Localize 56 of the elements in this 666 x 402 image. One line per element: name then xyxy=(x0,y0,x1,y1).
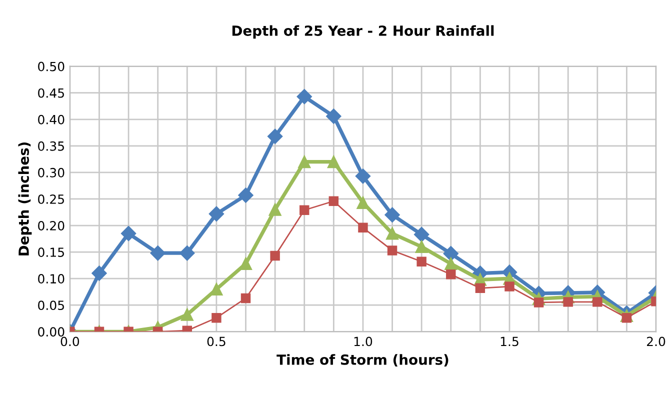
point xyxy=(240,257,252,270)
point xyxy=(415,240,428,253)
point xyxy=(414,226,430,242)
y-tick-label: 0.15 xyxy=(38,248,64,257)
point xyxy=(150,246,166,261)
point xyxy=(180,246,195,261)
y-tick-label: 0.20 xyxy=(38,220,64,230)
y-tick-label: 0.50 xyxy=(38,62,64,72)
point xyxy=(296,89,312,104)
y-tick-label: 0.35 xyxy=(38,141,64,151)
point xyxy=(212,312,222,323)
x-axis-title: Time of Storm (hours) xyxy=(276,354,448,367)
y-tick-label: 0.45 xyxy=(38,88,64,98)
point xyxy=(444,257,458,270)
point xyxy=(268,203,282,216)
y-tick-label: 0.10 xyxy=(38,274,64,284)
point xyxy=(120,226,136,242)
point xyxy=(92,266,107,281)
point xyxy=(504,282,514,292)
y-tick-label: 0.00 xyxy=(38,327,64,337)
point xyxy=(386,227,399,240)
x-tick-label: 0.5 xyxy=(207,336,226,346)
x-tick-label: 1.5 xyxy=(500,336,518,346)
point xyxy=(300,205,310,215)
point xyxy=(355,168,371,184)
point xyxy=(592,297,602,307)
x-tick-label: 1.0 xyxy=(354,336,372,346)
point xyxy=(326,108,342,124)
point xyxy=(327,156,340,168)
y-axis-title: Depth (inches) xyxy=(18,142,32,256)
point xyxy=(446,269,456,280)
point xyxy=(180,308,194,321)
point xyxy=(563,297,573,307)
point xyxy=(208,206,224,222)
point xyxy=(416,256,426,266)
point xyxy=(267,128,283,144)
y-tick-label: 0.30 xyxy=(38,168,64,178)
point xyxy=(387,246,398,256)
point xyxy=(356,196,370,209)
x-tick-label: 2.0 xyxy=(646,336,666,346)
chart-title: Depth of 25 Year - 2 Hour Rainfall xyxy=(232,25,494,39)
point xyxy=(475,283,486,293)
point xyxy=(534,298,544,308)
point xyxy=(328,196,339,206)
y-tick-label: 0.05 xyxy=(38,300,64,310)
point xyxy=(358,222,368,233)
point xyxy=(270,250,280,261)
point xyxy=(240,293,251,304)
x-tick-label: 0.0 xyxy=(60,336,80,346)
point xyxy=(298,156,311,168)
y-tick-label: 0.25 xyxy=(38,194,64,204)
y-tick-label: 0.40 xyxy=(38,114,64,124)
point xyxy=(622,312,632,323)
point xyxy=(443,246,458,262)
point xyxy=(238,188,254,203)
point xyxy=(384,207,400,222)
